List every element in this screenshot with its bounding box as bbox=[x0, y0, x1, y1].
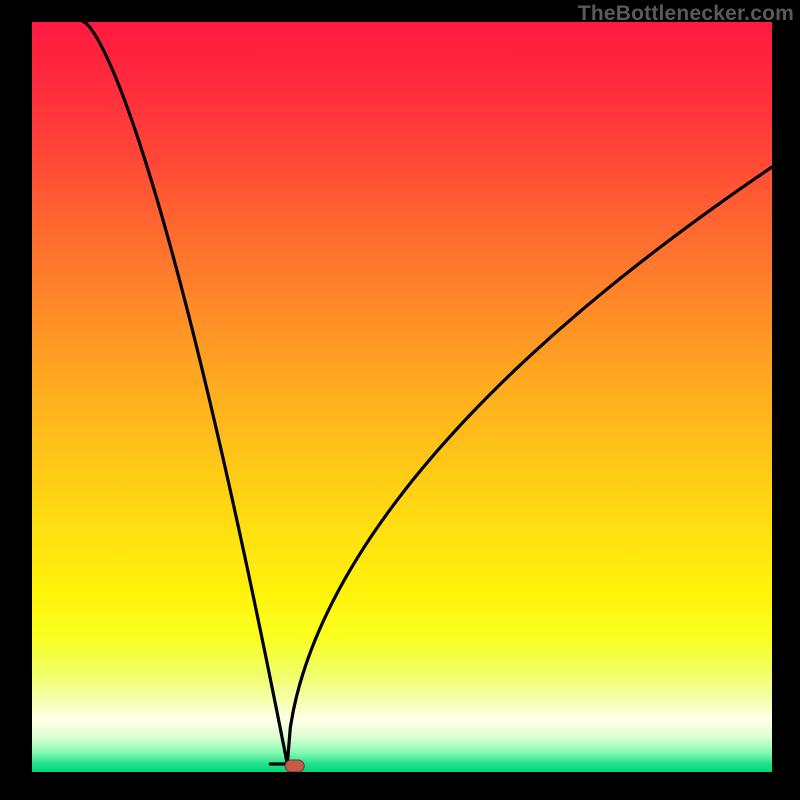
curve-layer bbox=[32, 22, 772, 772]
optimal-point-marker bbox=[285, 760, 304, 772]
plot-area bbox=[32, 22, 772, 772]
bottleneck-curve bbox=[84, 22, 772, 764]
chart-container: TheBottlenecker.com bbox=[0, 0, 800, 800]
watermark-text: TheBottlenecker.com bbox=[578, 2, 794, 26]
